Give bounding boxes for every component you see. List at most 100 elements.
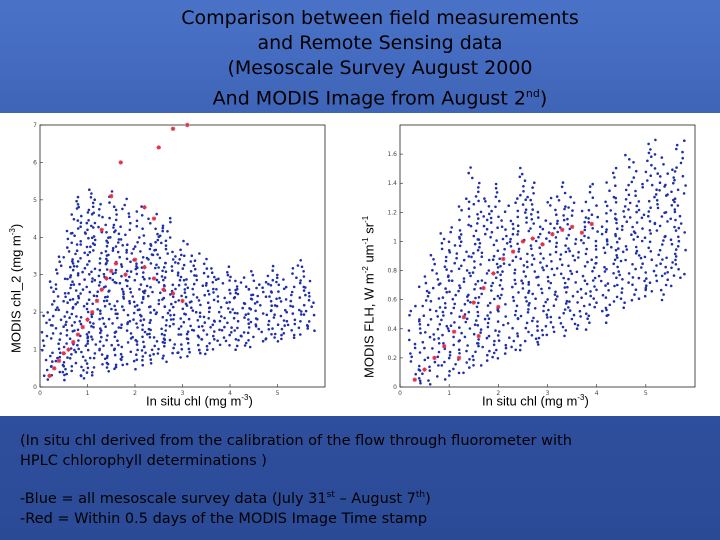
left-blue-point xyxy=(153,344,156,348)
right-blue-point xyxy=(604,200,607,204)
left-blue-point xyxy=(90,192,93,195)
right-x-tick-label: 2 xyxy=(496,390,500,397)
left-blue-point xyxy=(235,344,239,348)
right-blue-point xyxy=(587,217,590,220)
right-blue-point xyxy=(584,200,588,204)
right-blue-point xyxy=(658,248,662,252)
right-blue-point xyxy=(612,272,615,275)
right-blue-point xyxy=(441,310,445,314)
right-blue-point xyxy=(674,263,678,266)
left-blue-point xyxy=(134,367,137,371)
left-blue-point xyxy=(190,306,193,309)
left-blue-point xyxy=(157,266,160,269)
right-blue-point xyxy=(418,369,422,372)
left-blue-point xyxy=(98,280,102,284)
left-blue-point xyxy=(90,270,93,274)
left-blue-point xyxy=(220,329,224,332)
left-red-point xyxy=(80,324,85,330)
right-blue-point xyxy=(485,227,489,231)
left-blue-point xyxy=(151,253,155,257)
left-blue-point xyxy=(126,279,129,283)
left-blue-point xyxy=(57,255,61,258)
left-blue-point xyxy=(189,260,193,263)
right-blue-point xyxy=(409,360,413,363)
right-blue-point xyxy=(587,314,591,318)
right-blue-point xyxy=(424,299,428,302)
right-blue-point xyxy=(434,309,438,313)
left-blue-point xyxy=(79,221,83,225)
left-blue-point xyxy=(116,339,119,342)
left-blue-point xyxy=(284,308,287,312)
left-blue-point xyxy=(264,280,268,284)
right-blue-point xyxy=(554,208,557,212)
right-blue-point xyxy=(608,303,612,307)
right-blue-point xyxy=(522,190,525,193)
left-blue-point xyxy=(86,310,90,314)
right-blue-point xyxy=(477,296,481,299)
left-blue-point xyxy=(63,277,67,281)
right-blue-point xyxy=(634,267,637,271)
left-blue-point xyxy=(133,278,137,282)
right-blue-point xyxy=(655,199,659,202)
right-blue-point xyxy=(632,161,635,164)
left-blue-point xyxy=(160,275,164,278)
left-blue-point xyxy=(149,318,152,322)
left-blue-point xyxy=(129,270,133,273)
right-blue-point xyxy=(478,245,481,249)
right-blue-point xyxy=(524,326,528,330)
left-blue-point xyxy=(110,190,114,193)
left-blue-point xyxy=(113,335,117,339)
left-blue-point xyxy=(114,218,118,222)
right-blue-point xyxy=(491,258,495,261)
left-blue-point xyxy=(157,347,160,351)
right-blue-point xyxy=(537,235,540,239)
right-blue-point xyxy=(523,179,527,182)
left-blue-point xyxy=(299,259,303,262)
left-red-point xyxy=(66,347,71,352)
right-blue-point xyxy=(522,185,525,188)
right-blue-point xyxy=(578,309,582,313)
left-blue-point xyxy=(159,291,162,295)
left-blue-point xyxy=(51,360,54,363)
left-blue-point xyxy=(229,275,232,279)
right-blue-point xyxy=(583,225,587,229)
right-blue-point xyxy=(525,321,529,325)
left-blue-point xyxy=(87,331,91,334)
right-blue-point xyxy=(462,258,466,262)
left-blue-point xyxy=(71,262,75,265)
left-blue-point xyxy=(279,300,283,303)
right-blue-point xyxy=(643,236,647,239)
left-blue-point xyxy=(86,253,90,257)
left-blue-point xyxy=(210,267,213,270)
right-blue-point xyxy=(659,175,662,178)
right-blue-point xyxy=(674,229,678,232)
left-blue-point xyxy=(143,345,146,348)
left-red-point xyxy=(170,126,176,131)
right-blue-point xyxy=(485,272,489,275)
right-blue-point xyxy=(666,193,669,196)
left-blue-point xyxy=(171,283,175,287)
left-blue-point xyxy=(69,275,72,279)
right-blue-point xyxy=(454,293,458,297)
right-blue-point xyxy=(571,209,574,212)
right-blue-point xyxy=(527,330,530,334)
left-blue-point xyxy=(71,297,75,301)
right-blue-point xyxy=(669,238,673,241)
right-blue-point xyxy=(443,378,447,381)
right-x-tick-label: 1 xyxy=(447,390,451,397)
left-blue-point xyxy=(271,278,275,282)
left-blue-point xyxy=(48,318,51,322)
left-blue-point xyxy=(184,283,187,286)
left-blue-point xyxy=(141,363,144,367)
left-blue-point xyxy=(71,268,75,272)
left-blue-point xyxy=(93,278,97,282)
right-blue-point xyxy=(496,249,500,252)
left-blue-point xyxy=(289,299,293,303)
left-blue-point xyxy=(201,284,205,287)
left-blue-point xyxy=(121,363,124,367)
right-blue-point xyxy=(577,256,580,259)
right-blue-point xyxy=(678,214,682,218)
right-blue-point xyxy=(471,176,474,180)
left-blue-point xyxy=(128,302,132,305)
right-blue-point xyxy=(517,250,520,253)
